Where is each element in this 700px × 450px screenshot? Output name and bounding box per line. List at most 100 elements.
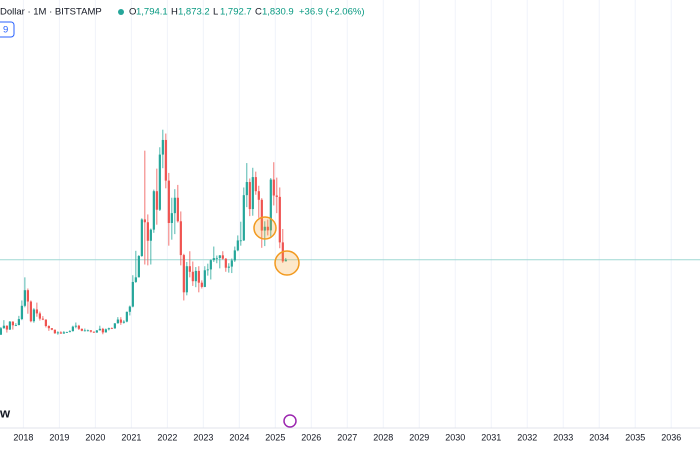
candle-body — [137, 256, 140, 278]
x-tick-label: 2019 — [49, 432, 69, 442]
candle-body — [221, 255, 224, 259]
x-tick-label: 2030 — [445, 432, 465, 442]
candle-body — [134, 277, 137, 282]
x-tick-label: 2018 — [13, 432, 33, 442]
x-tick-label: 2032 — [517, 432, 537, 442]
candle-body — [47, 326, 50, 329]
candle-body — [284, 259, 287, 262]
quote-value: 1,792.7 — [220, 7, 252, 18]
candle-body — [59, 332, 62, 334]
quote-value: 1,830.9 — [262, 7, 294, 18]
candle-body — [197, 270, 200, 283]
candle-body — [11, 321, 14, 326]
candle-body — [176, 197, 179, 222]
x-tick-label: 2025 — [265, 432, 285, 442]
candle-body — [23, 290, 26, 306]
candle-body — [230, 260, 233, 267]
candle-body — [50, 328, 53, 330]
candle-body — [32, 309, 35, 322]
candle-body — [251, 177, 254, 210]
candle-body — [278, 196, 281, 243]
candle-body — [110, 328, 113, 330]
candle-body — [170, 213, 173, 223]
candle-body — [128, 306, 131, 312]
candle-body — [173, 197, 176, 214]
candle-body — [206, 269, 209, 271]
x-tick-label: 2033 — [553, 432, 573, 442]
x-tick-label: 2028 — [373, 432, 393, 442]
candle-body — [269, 179, 272, 231]
x-tick-label: 2034 — [589, 432, 609, 442]
quote-key: L — [213, 7, 218, 18]
candle-body — [164, 139, 167, 181]
candle-body — [89, 330, 92, 332]
candle-body — [5, 325, 8, 330]
candle-body — [38, 313, 41, 319]
candle-body — [152, 191, 155, 230]
candle-body — [194, 270, 197, 282]
status-dot — [118, 9, 124, 15]
candle-body — [212, 258, 215, 261]
event-icon[interactable] — [283, 414, 297, 428]
x-tick-label: 2035 — [625, 432, 645, 442]
candle-body — [20, 305, 23, 320]
quote-value: 1,794.1 — [136, 7, 168, 18]
x-tick-label: 2036 — [661, 432, 681, 442]
price-badge-text: 9 — [3, 25, 8, 36]
candle-body — [227, 266, 230, 268]
candle-body — [188, 266, 191, 272]
logo: w — [0, 405, 11, 420]
candle-body — [56, 332, 59, 334]
candle-body — [239, 240, 242, 242]
symbol: Dollar · 1M · BITSTAMP — [0, 7, 102, 18]
candle-body — [71, 326, 74, 332]
candle-body — [83, 330, 86, 332]
candle-body — [68, 331, 71, 333]
candle-body — [140, 219, 143, 257]
candle-body — [182, 255, 185, 293]
candle-body — [233, 250, 236, 261]
candle-body — [104, 329, 107, 333]
highlight-circle — [274, 250, 300, 276]
candle-body — [26, 290, 29, 302]
candle-body — [242, 195, 245, 241]
candle-body — [218, 255, 221, 258]
x-tick-label: 2020 — [85, 432, 105, 442]
candle-body — [77, 325, 80, 329]
quote-key: O — [129, 7, 136, 18]
x-tick-label: 2026 — [301, 432, 321, 442]
candle-body — [191, 271, 194, 282]
candle-body — [92, 331, 95, 333]
candle-body — [119, 319, 122, 323]
quote-key: H — [171, 7, 178, 18]
x-tick-label: 2021 — [121, 432, 141, 442]
candle-body — [62, 332, 65, 334]
candle-body — [86, 330, 89, 332]
candle-body — [257, 191, 260, 200]
candles — [0, 129, 700, 335]
candle-body — [203, 270, 206, 287]
candle-body — [14, 325, 17, 326]
candle-body — [17, 319, 20, 326]
candle-body — [107, 328, 110, 330]
candle-body — [167, 180, 170, 223]
candle-body — [254, 177, 257, 192]
candle-body — [74, 325, 77, 327]
candle-body — [113, 323, 116, 329]
x-tick-label: 2029 — [409, 432, 429, 442]
candle-body — [263, 226, 266, 231]
candle-body — [44, 319, 47, 327]
candle-body — [125, 311, 128, 322]
candle-body — [95, 330, 98, 333]
candle-body — [161, 139, 164, 155]
candle-body — [245, 182, 248, 196]
candle-body — [41, 318, 44, 320]
candle-body — [158, 154, 161, 210]
candle-body — [143, 219, 146, 223]
candle-body — [29, 301, 32, 322]
candle-body — [215, 257, 218, 259]
grid — [22, 0, 672, 428]
price-badge — [0, 21, 15, 38]
x-tick-label: 2022 — [157, 432, 177, 442]
